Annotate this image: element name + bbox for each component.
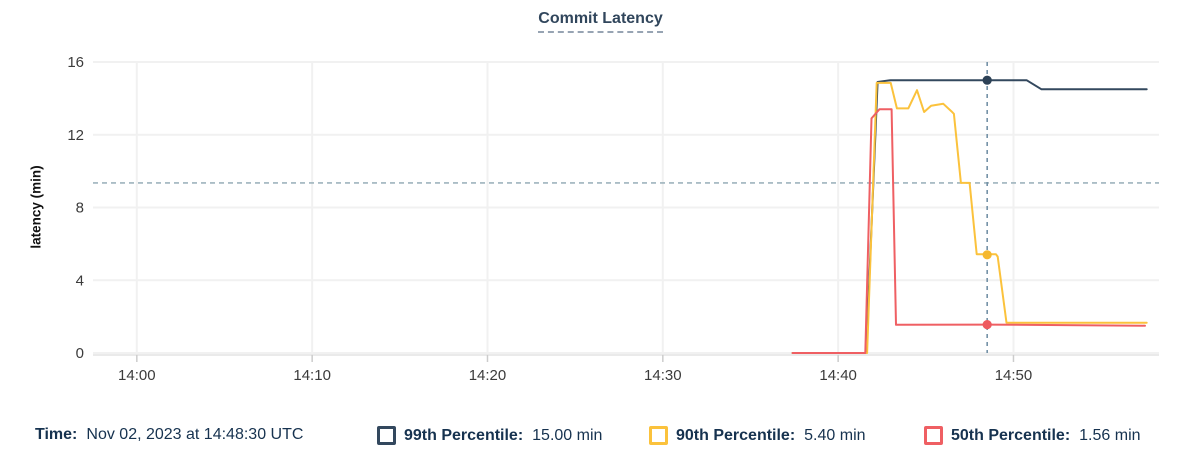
- y-tick-label: 12: [67, 127, 84, 144]
- series-line-99th-percentile[interactable]: [791, 79, 1148, 354]
- y-tick-label: 0: [76, 345, 84, 362]
- chart-title[interactable]: Commit Latency: [538, 10, 663, 33]
- cursor-time-readout: Time: Nov 02, 2023 at 14:48:30 UTC: [35, 426, 303, 444]
- y-tick-label: 8: [76, 200, 84, 217]
- y-tick-label: 4: [76, 272, 84, 289]
- chart-header: Commit Latency: [0, 10, 1201, 33]
- legend-value: 5.40 min: [804, 426, 866, 444]
- legend-swatch-50th: [924, 426, 943, 445]
- legend-swatch-99th: [377, 426, 396, 445]
- x-tick-label: 14:20: [469, 367, 507, 384]
- series-line-90th-percentile[interactable]: [791, 81, 1148, 354]
- legend-item-99th-percentile[interactable]: 99th Percentile: 15.00 min: [377, 426, 602, 445]
- cursor-dot-99th-percentile: [982, 75, 992, 85]
- series-line-50th-percentile[interactable]: [791, 108, 1146, 354]
- cursor-dot-50th-percentile: [982, 320, 992, 330]
- legend-value: 1.56 min: [1079, 426, 1141, 444]
- legend-swatch-90th: [649, 426, 668, 445]
- legend-label: 50th Percentile:: [951, 426, 1071, 444]
- legend-item-90th-percentile[interactable]: 90th Percentile: 5.40 min: [649, 426, 866, 445]
- x-tick-label: 14:10: [293, 367, 331, 384]
- cursor-dot-90th-percentile: [982, 250, 992, 260]
- time-value: Nov 02, 2023 at 14:48:30 UTC: [86, 426, 304, 443]
- time-label: Time:: [35, 426, 78, 443]
- legend-item-50th-percentile[interactable]: 50th Percentile: 1.56 min: [924, 426, 1141, 445]
- x-tick-label: 14:40: [819, 367, 857, 384]
- legend-value: 15.00 min: [532, 426, 603, 444]
- x-tick-label: 14:50: [995, 367, 1033, 384]
- y-tick-label: 16: [67, 54, 84, 71]
- x-tick-label: 14:30: [644, 367, 682, 384]
- x-tick-label: 14:00: [118, 367, 156, 384]
- chart-readout-legend: Time: Nov 02, 2023 at 14:48:30 UTC 99th …: [0, 426, 1201, 452]
- latency-line-chart[interactable]: 16 12 8 4 0 14:00 14:10 14:20 14:30 14:40 14:50: [0, 0, 1201, 400]
- legend-label: 90th Percentile:: [676, 426, 796, 444]
- legend-label: 99th Percentile:: [404, 426, 524, 444]
